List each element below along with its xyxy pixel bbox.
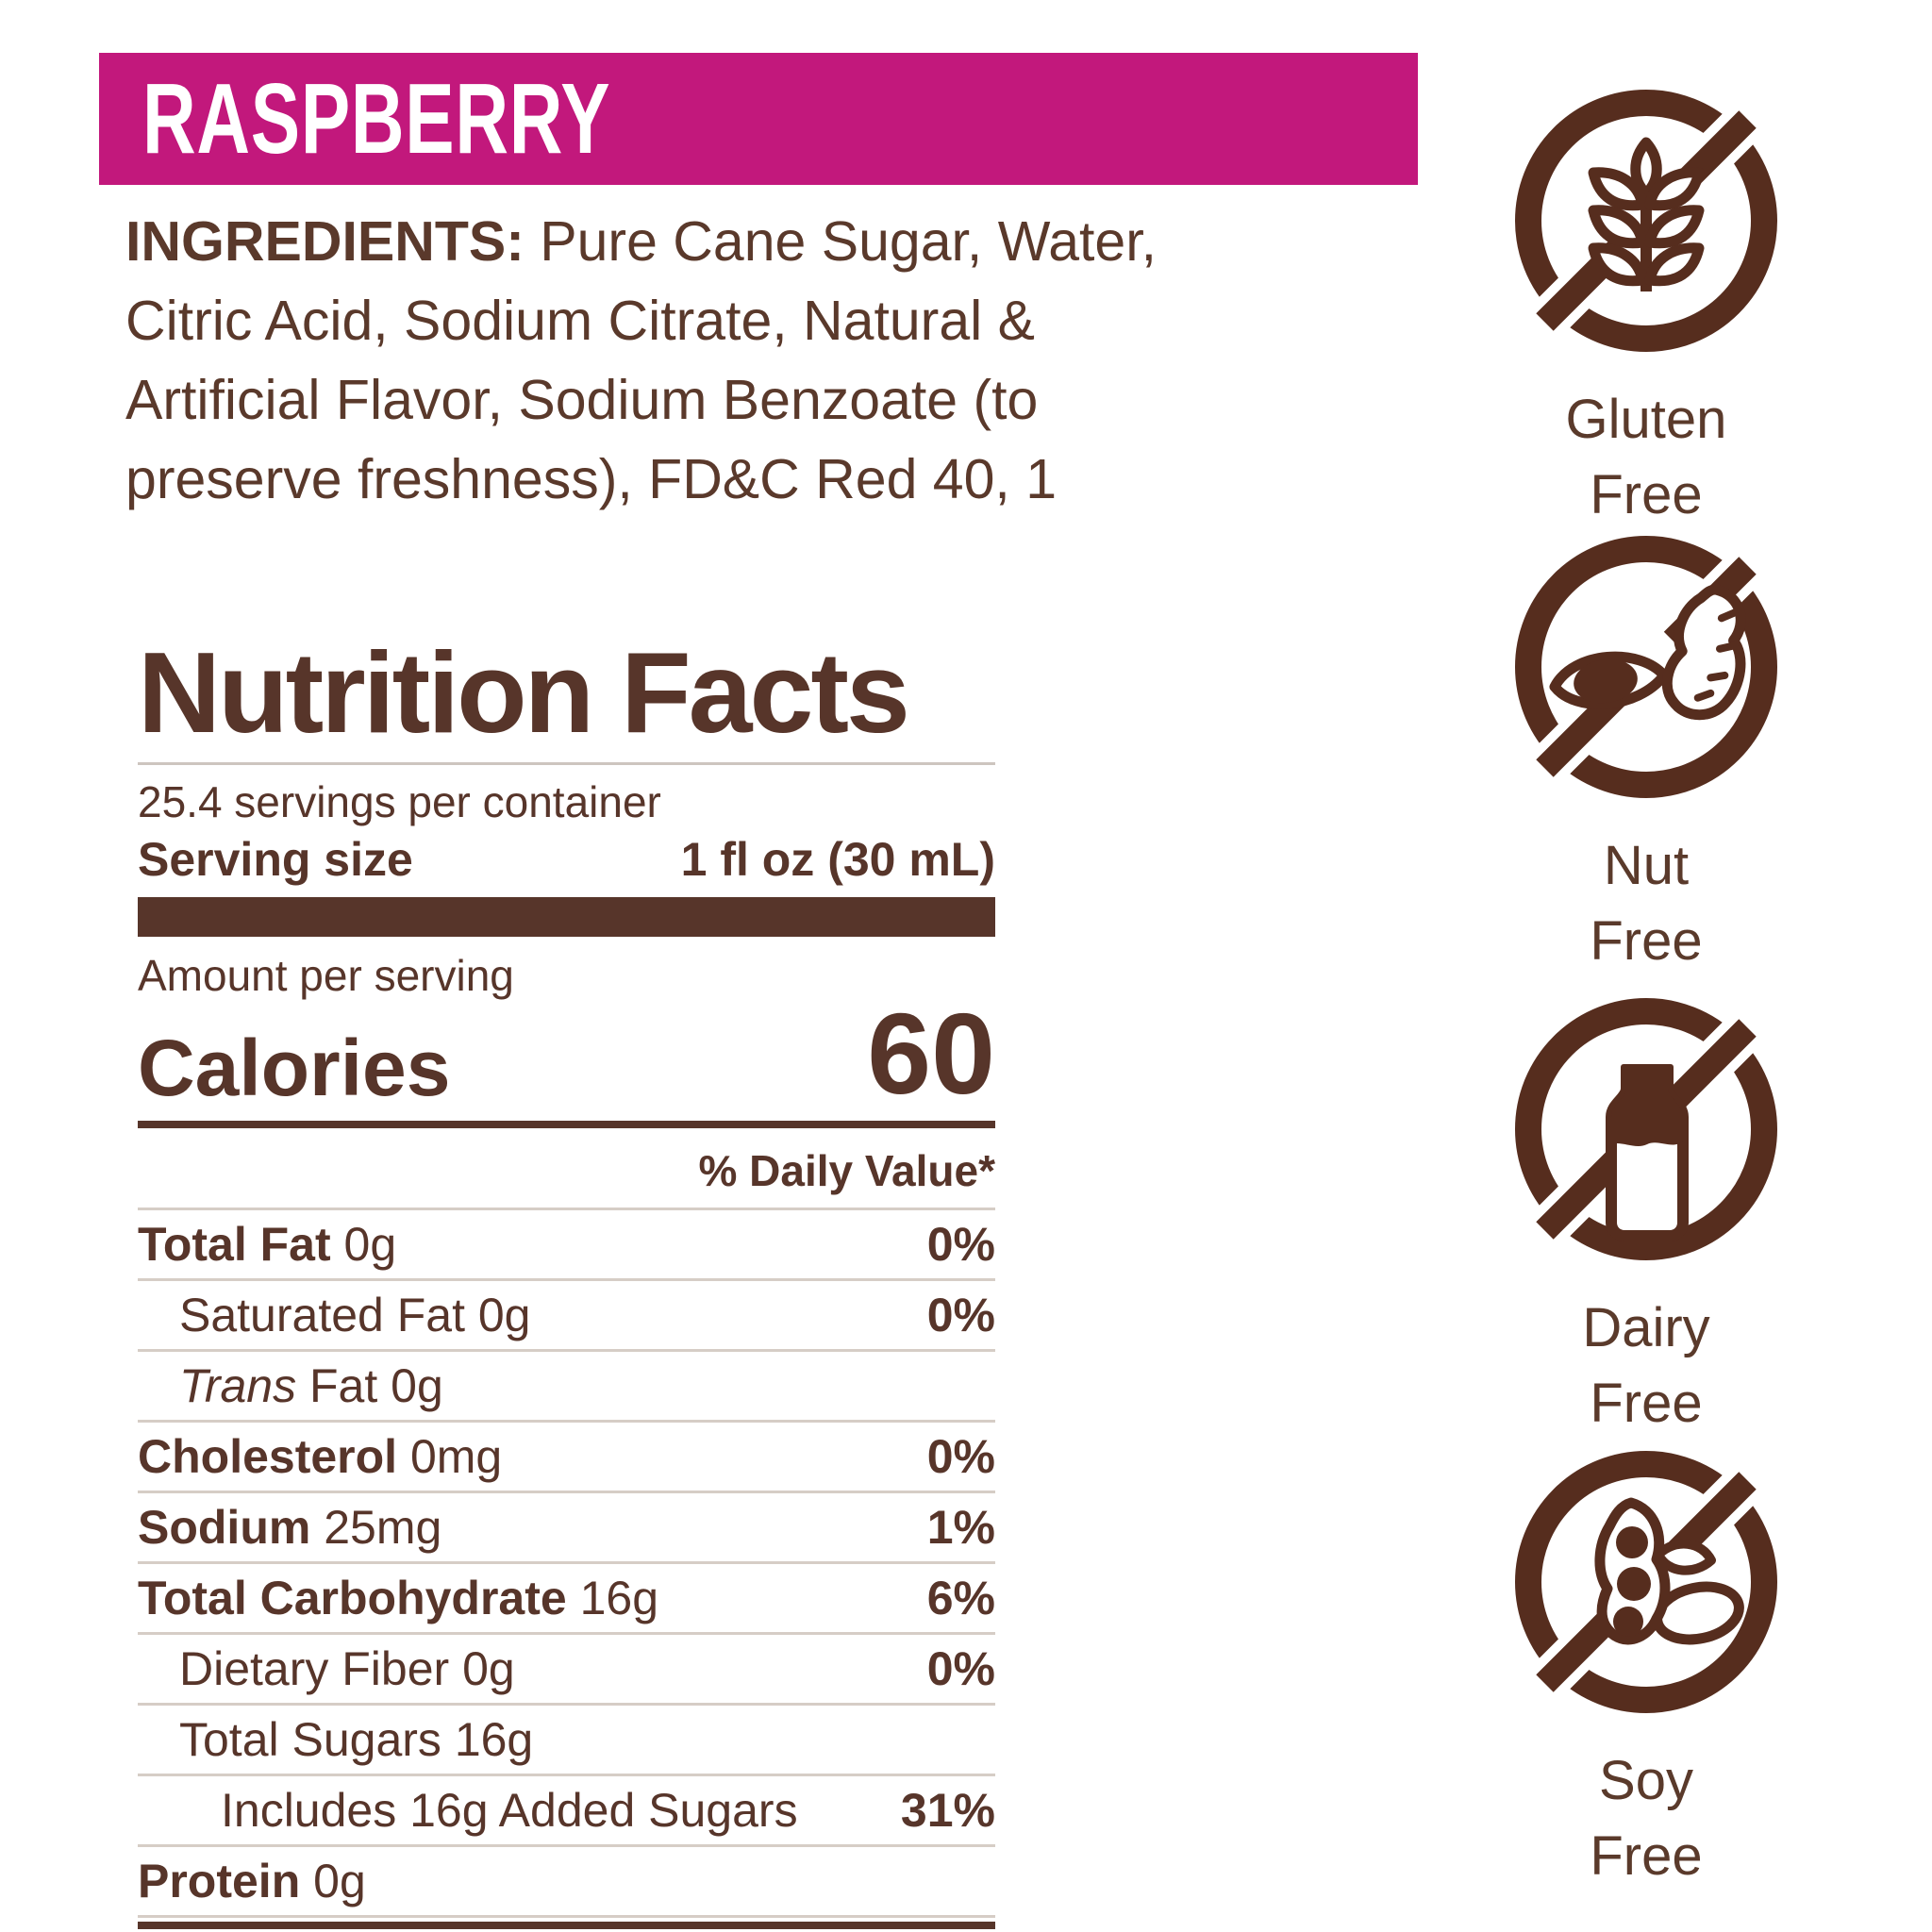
ingredients-label: INGREDIENTS: bbox=[125, 210, 525, 273]
gluten-free-icon bbox=[1515, 90, 1777, 352]
badge-gluten-free: Gluten Free bbox=[1477, 90, 1815, 533]
daily-value-header: % Daily Value* bbox=[698, 1145, 996, 1195]
serving-size-label: Serving size bbox=[138, 833, 413, 887]
divider bbox=[138, 1120, 995, 1128]
calories-label: Calories bbox=[138, 1023, 451, 1112]
nutrient-row-total-carbohydrate: Total Carbohydrate 16g 6% bbox=[138, 1564, 995, 1635]
flavor-name: RASPBERRY bbox=[142, 62, 611, 175]
badge-nut-free: Nut Free bbox=[1477, 536, 1815, 979]
servings-per-container: 25.4 servings per container bbox=[138, 777, 661, 827]
amount-per-serving-label: Amount per serving bbox=[138, 951, 514, 1001]
nutrient-row-total-fat: Total Fat 0g 0% bbox=[138, 1210, 995, 1281]
badge-label: Nut Free bbox=[1590, 835, 1703, 972]
ingredients-line: Citric Acid, Sodium Citrate, Natural & bbox=[125, 290, 1035, 352]
nutrient-row-protein: Protein 0g bbox=[138, 1847, 995, 1918]
ingredients-line: preserve freshness), FD&C Red 40, 1 bbox=[125, 448, 1058, 510]
divider bbox=[138, 1921, 995, 1929]
badge-label: Gluten Free bbox=[1565, 389, 1727, 525]
calories-value: 60 bbox=[867, 990, 995, 1119]
nutrient-row-saturated-fat: Saturated Fat 0g 0% bbox=[138, 1281, 995, 1352]
badge-label: Dairy Free bbox=[1582, 1297, 1710, 1434]
dairy-free-icon bbox=[1515, 998, 1777, 1260]
nutrition-facts-panel: Nutrition Facts 25.4 servings per contai… bbox=[138, 634, 995, 1929]
serving-size-value: 1 fl oz (30 mL) bbox=[680, 833, 995, 887]
serving-size-row: Serving size 1 fl oz (30 mL) bbox=[138, 833, 995, 886]
nut-free-icon bbox=[1515, 536, 1777, 798]
badge-soy-free: Soy Free bbox=[1477, 1451, 1815, 1894]
divider bbox=[138, 762, 995, 766]
calories-row: Calories 60 bbox=[138, 990, 995, 1119]
nutrient-row-total-sugars: Total Sugars 16g bbox=[138, 1706, 995, 1776]
nutrient-row-sodium: Sodium 25mg 1% bbox=[138, 1493, 995, 1564]
nutrient-row-dietary-fiber: Dietary Fiber 0g 0% bbox=[138, 1635, 995, 1706]
thick-divider-bar bbox=[138, 897, 995, 938]
flavor-banner: RASPBERRY bbox=[99, 53, 1418, 185]
divider bbox=[138, 1207, 995, 1210]
nutrient-row-added-sugars: Includes 16g Added Sugars 31% bbox=[138, 1776, 995, 1847]
soy-free-icon bbox=[1515, 1451, 1777, 1713]
nutrient-row-cholesterol: Cholesterol 0mg 0% bbox=[138, 1423, 995, 1493]
ingredients-line: INGREDIENTS: Pure Cane Sugar, Water, bbox=[125, 210, 1157, 273]
nutrition-facts-title: Nutrition Facts bbox=[138, 628, 910, 757]
badge-dairy-free: Dairy Free bbox=[1477, 998, 1815, 1441]
ingredients-line: Artificial Flavor, Sodium Benzoate (to bbox=[125, 369, 1039, 431]
badge-label: Soy Free bbox=[1590, 1750, 1703, 1887]
nutrient-row-trans-fat: Trans Fat 0g bbox=[138, 1352, 995, 1423]
ingredients-text: INGREDIENTS: Pure Cane Sugar, Water, Cit… bbox=[125, 202, 1239, 519]
